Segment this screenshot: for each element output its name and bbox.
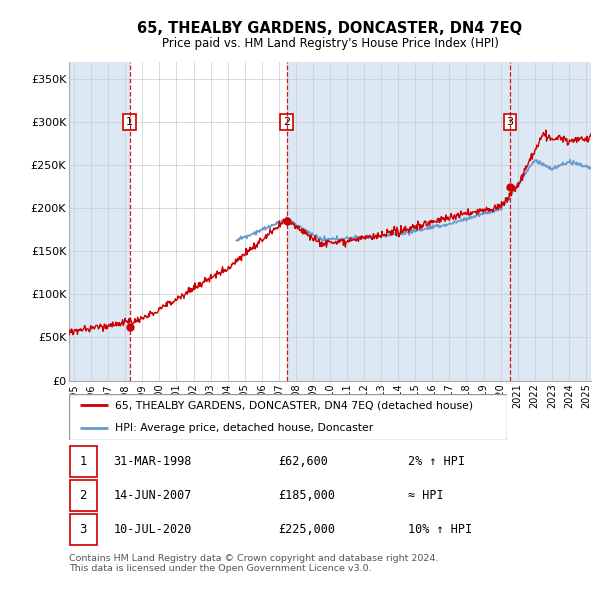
Text: HPI: Average price, detached house, Doncaster: HPI: Average price, detached house, Donc… bbox=[115, 422, 373, 432]
Text: 31-MAR-1998: 31-MAR-1998 bbox=[113, 455, 192, 468]
Text: 10-JUL-2020: 10-JUL-2020 bbox=[113, 523, 192, 536]
Text: £185,000: £185,000 bbox=[278, 489, 335, 502]
Text: 65, THEALBY GARDENS, DONCASTER, DN4 7EQ (detached house): 65, THEALBY GARDENS, DONCASTER, DN4 7EQ … bbox=[115, 401, 473, 411]
Bar bbox=[69, 62, 130, 381]
Text: 14-JUN-2007: 14-JUN-2007 bbox=[113, 489, 192, 502]
Text: 2: 2 bbox=[79, 489, 87, 502]
Text: Price paid vs. HM Land Registry's House Price Index (HPI): Price paid vs. HM Land Registry's House … bbox=[161, 37, 499, 50]
Text: £225,000: £225,000 bbox=[278, 523, 335, 536]
Text: 10% ↑ HPI: 10% ↑ HPI bbox=[409, 523, 472, 536]
Text: £62,600: £62,600 bbox=[278, 455, 328, 468]
Bar bbox=[70, 446, 97, 477]
Bar bbox=[287, 62, 510, 381]
Text: ≈ HPI: ≈ HPI bbox=[409, 489, 444, 502]
Text: 1: 1 bbox=[126, 117, 133, 127]
Text: 1: 1 bbox=[79, 455, 87, 468]
Text: 3: 3 bbox=[79, 523, 87, 536]
Text: 2: 2 bbox=[283, 117, 290, 127]
Text: Contains HM Land Registry data © Crown copyright and database right 2024.
This d: Contains HM Land Registry data © Crown c… bbox=[69, 554, 439, 573]
Bar bbox=[510, 62, 591, 381]
Bar bbox=[70, 514, 97, 545]
Text: 65, THEALBY GARDENS, DONCASTER, DN4 7EQ: 65, THEALBY GARDENS, DONCASTER, DN4 7EQ bbox=[137, 21, 523, 35]
Bar bbox=[70, 480, 97, 511]
Text: 2% ↑ HPI: 2% ↑ HPI bbox=[409, 455, 466, 468]
Text: 3: 3 bbox=[506, 117, 514, 127]
